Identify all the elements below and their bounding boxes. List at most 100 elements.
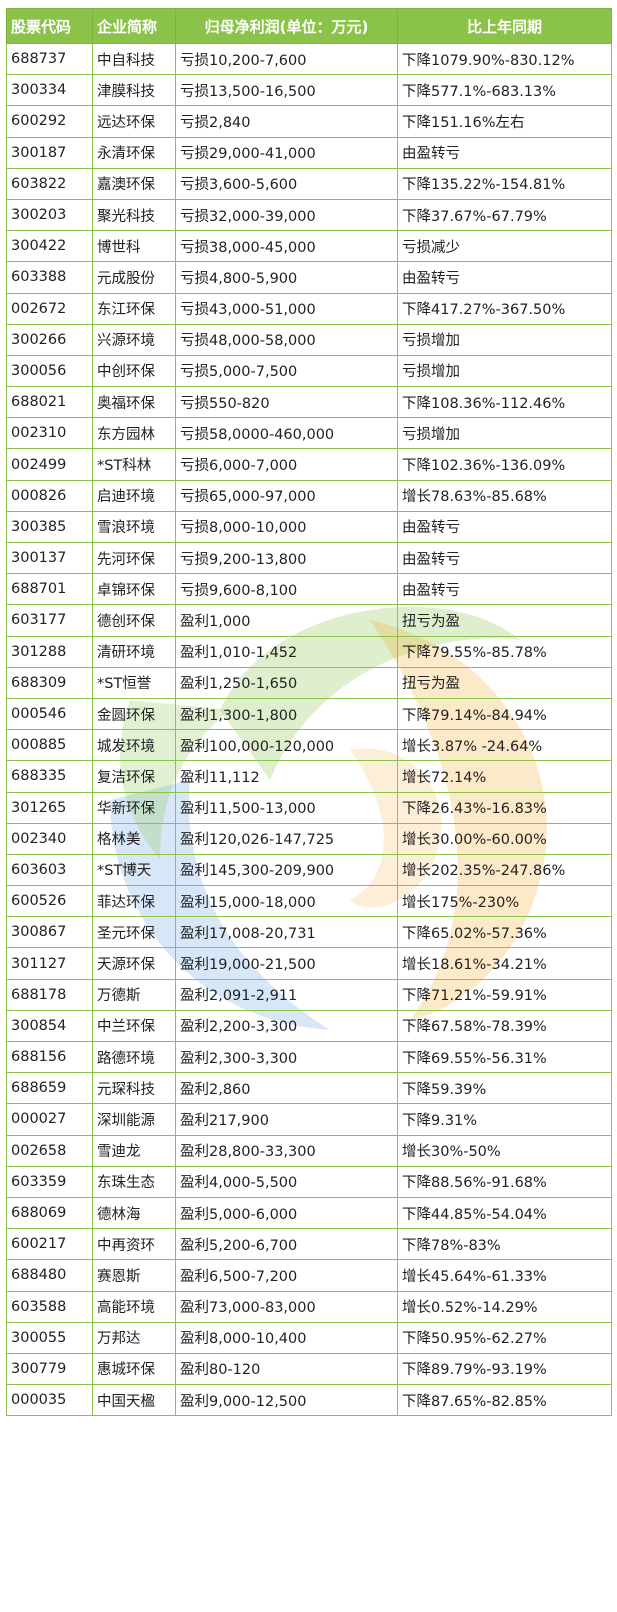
net-profit-cell: 盈利2,860 <box>175 1072 398 1105</box>
stock-code-cell: 688156 <box>6 1040 93 1074</box>
yoy-change-cell: 下降108.36%-112.46% <box>397 386 612 419</box>
yoy-change-cell: 增长175%-230% <box>397 885 612 918</box>
stock-code-cell: 688701 <box>6 573 93 606</box>
yoy-change-cell: 增长3.87% -24.64% <box>397 729 612 762</box>
stock-code-cell: 688480 <box>6 1259 93 1292</box>
table-row: 603359 东珠生态 盈利4,000-5,500 下降88.56%-91.68% <box>6 1165 612 1198</box>
stock-code-cell: 603603 <box>6 853 93 887</box>
net-profit-cell: 盈利9,000-12,500 <box>175 1384 398 1417</box>
table-row: 300867 圣元环保 盈利17,008-20,731 下降65.02%-57.36% <box>6 916 612 949</box>
stock-code-cell: 688659 <box>6 1072 93 1105</box>
company-name-cell: 东江环保 <box>92 292 176 325</box>
net-profit-cell: 亏损13,500-16,500 <box>175 74 398 107</box>
yoy-change-cell: 由盈转亏 <box>397 136 612 169</box>
company-name-cell: 聚光科技 <box>92 198 176 232</box>
table-row: 301265 华新环保 盈利11,500-13,000 下降26.43%-16.83% <box>6 791 612 824</box>
yoy-change-cell: 扭亏为盈 <box>397 666 612 699</box>
company-name-cell: 启迪环境 <box>92 479 176 512</box>
table-row: 300266 兴源环境 亏损48,000-58,000 亏损增加 <box>6 323 612 356</box>
table-row: 000826 启迪环境 亏损65,000-97,000 增长78.63%-85.68% <box>6 479 612 512</box>
table-row: 300203 聚光科技 亏损32,000-39,000 下降37.67%-67.79% <box>6 198 612 232</box>
net-profit-cell: 盈利100,000-120,000 <box>175 729 398 762</box>
yoy-change-cell: 下降135.22%-154.81% <box>397 167 612 200</box>
company-name-cell: 万德斯 <box>92 978 176 1011</box>
financial-forecast-table: 股票代码 企业简称 归母净利润(单位：万元) 比上年同期 688737 中自科技亏… <box>6 8 612 1417</box>
net-profit-cell: 盈利8,000-10,400 <box>175 1321 398 1354</box>
table-row: 000027 深圳能源 盈利217,900 下降9.31% <box>6 1103 612 1136</box>
company-name-cell: 卓锦环保 <box>92 573 176 606</box>
yoy-change-cell: 下降78%-83% <box>397 1228 612 1261</box>
table-row: 688178 万德斯 盈利2,091-2,911 下降71.21%-59.91% <box>6 978 612 1011</box>
table-row: 300854 中兰环保 盈利2,200-3,300 下降67.58%-78.39% <box>6 1009 612 1043</box>
net-profit-cell: 盈利28,800-33,300 <box>175 1134 398 1167</box>
stock-code-cell: 300385 <box>6 510 93 544</box>
net-profit-cell: 盈利6,500-7,200 <box>175 1259 398 1292</box>
company-name-cell: 高能环境 <box>92 1290 176 1323</box>
company-name-cell: *ST博天 <box>92 853 176 887</box>
stock-code-cell: 301288 <box>6 635 93 668</box>
stock-code-cell: 688178 <box>6 978 93 1011</box>
company-name-cell: 嘉澳环保 <box>92 167 176 200</box>
company-name-cell: 城发环境 <box>92 729 176 762</box>
table-row: 688309 *ST恒誉 盈利1,250-1,650 扭亏为盈 <box>6 666 612 699</box>
yoy-change-cell: 下降1079.90%-830.12% <box>397 42 612 76</box>
yoy-change-cell: 下降69.55%-56.31% <box>397 1040 612 1074</box>
company-name-cell: 奥福环保 <box>92 386 176 419</box>
table-row: 688701 卓锦环保 亏损9,600-8,100 由盈转亏 <box>6 573 612 606</box>
yoy-change-cell: 下降65.02%-57.36% <box>397 916 612 949</box>
stock-code-cell: 688335 <box>6 760 93 793</box>
company-name-cell: 元成股份 <box>92 261 176 294</box>
yoy-change-cell: 扭亏为盈 <box>397 604 612 637</box>
stock-code-cell: 688069 <box>6 1196 93 1230</box>
table-row: 688737 中自科技 亏损10,200-7,600 下降1079.90%-830.1… <box>6 42 612 76</box>
header-yoy-change: 比上年同期 <box>397 8 612 44</box>
stock-code-cell: 603588 <box>6 1290 93 1323</box>
yoy-change-cell: 增长0.52%-14.29% <box>397 1290 612 1323</box>
company-name-cell: 路德环境 <box>92 1040 176 1074</box>
company-name-cell: 东方园林 <box>92 417 176 450</box>
table-row: 688021 奥福环保 亏损550-820 下降108.36%-112.46% <box>6 386 612 419</box>
yoy-change-cell: 下降79.55%-85.78% <box>397 635 612 668</box>
table-row: 300056 中创环保 亏损5,000-7,500 亏损增加 <box>6 354 612 388</box>
stock-code-cell: 000826 <box>6 479 93 512</box>
yoy-change-cell: 下降44.85%-54.04% <box>397 1196 612 1230</box>
table-row: 002310 东方园林 亏损58,0000-460,000 亏损增加 <box>6 417 612 450</box>
yoy-change-cell: 亏损减少 <box>397 230 612 263</box>
stock-code-cell: 002672 <box>6 292 93 325</box>
company-name-cell: 永清环保 <box>92 136 176 169</box>
net-profit-cell: 盈利4,000-5,500 <box>175 1165 398 1198</box>
company-name-cell: 惠城环保 <box>92 1352 176 1386</box>
net-profit-cell: 亏损9,600-8,100 <box>175 573 398 606</box>
table-row: 300137 先河环保 亏损9,200-13,800 由盈转亏 <box>6 541 612 575</box>
company-name-cell: *ST恒誉 <box>92 666 176 699</box>
stock-code-cell: 603388 <box>6 261 93 294</box>
company-name-cell: 东珠生态 <box>92 1165 176 1198</box>
stock-code-cell: 301127 <box>6 947 93 980</box>
table-row: 603388 元成股份 亏损4,800-5,900 由盈转亏 <box>6 261 612 294</box>
table-row: 002499 *ST科林 亏损6,000-7,000 下降102.36%-136.09… <box>6 448 612 481</box>
company-name-cell: 万邦达 <box>92 1321 176 1354</box>
yoy-change-cell: 下降50.95%-62.27% <box>397 1321 612 1354</box>
yoy-change-cell: 增长30.00%-60.00% <box>397 822 612 855</box>
table-body: 688737 中自科技 亏损10,200-7,600 下降1079.90%-830.1… <box>6 42 612 1417</box>
table-row: 603588 高能环境 盈利73,000-83,000 增长0.52%-14.29% <box>6 1290 612 1323</box>
stock-code-cell: 300854 <box>6 1009 93 1043</box>
company-name-cell: 雪浪环境 <box>92 510 176 544</box>
table-row: 600217 中再资环 盈利5,200-6,700 下降78%-83% <box>6 1228 612 1261</box>
yoy-change-cell: 下降151.16%左右 <box>397 105 612 138</box>
table-row: 000035 中国天楹 盈利9,000-12,500 下降87.65%-82.85% <box>6 1384 612 1417</box>
stock-code-cell: 000885 <box>6 729 93 762</box>
company-name-cell: 华新环保 <box>92 791 176 824</box>
stock-code-cell: 000035 <box>6 1384 93 1417</box>
stock-code-cell: 603177 <box>6 604 93 637</box>
company-name-cell: 复洁环保 <box>92 760 176 793</box>
yoy-change-cell: 下降71.21%-59.91% <box>397 978 612 1011</box>
table-row: 002672 东江环保 亏损43,000-51,000 下降417.27%-367.5… <box>6 292 612 325</box>
net-profit-cell: 盈利15,000-18,000 <box>175 885 398 918</box>
net-profit-cell: 亏损9,200-13,800 <box>175 541 398 575</box>
net-profit-cell: 亏损8,000-10,000 <box>175 510 398 544</box>
company-name-cell: 圣元环保 <box>92 916 176 949</box>
net-profit-cell: 盈利1,300-1,800 <box>175 697 398 731</box>
net-profit-cell: 盈利17,008-20,731 <box>175 916 398 949</box>
stock-code-cell: 300055 <box>6 1321 93 1354</box>
